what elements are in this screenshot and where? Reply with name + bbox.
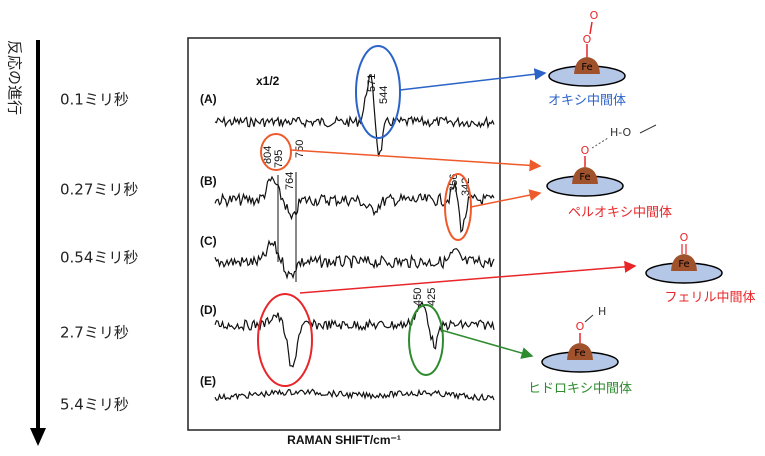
intermediate-label: フェリル中間体 <box>664 291 755 306</box>
peak-label: 571 <box>366 74 378 92</box>
highlight <box>260 133 292 171</box>
peak-label: 750 <box>294 140 306 158</box>
peak-label: 764 <box>284 172 296 190</box>
peak-label: 795 <box>273 150 285 168</box>
arrow <box>299 260 637 294</box>
spectrum-label: (A) <box>200 92 217 106</box>
spectra-frame <box>187 37 501 431</box>
peroxy-intermediate: Fe O H-O ペルオキシ中間体 <box>546 124 672 221</box>
spectrum-label: (C) <box>200 234 217 248</box>
time: 0.1ミリ秒 <box>60 91 129 109</box>
arrow <box>440 329 534 359</box>
peak-label: 425 <box>426 288 438 306</box>
peak-label: 450 <box>412 288 424 306</box>
atom: O <box>581 144 590 157</box>
scale-note: x1/2 <box>256 74 280 88</box>
atom: O <box>576 320 585 333</box>
time: 0.27ミリ秒 <box>60 181 138 199</box>
ferryl-intermediate: Fe O フェリル中間体 <box>645 231 756 306</box>
x-axis-label: RAMAN SHIFT/cm⁻¹ <box>287 433 401 447</box>
arrow-head <box>30 428 46 446</box>
arrow <box>290 149 542 172</box>
intermediate-label: ヒドロキシ中間体 <box>528 382 632 397</box>
intermediate-label: オキシ中間体 <box>548 94 626 109</box>
atom: H-O <box>610 126 632 139</box>
oxy-intermediate: Fe O O オキシ中間体 <box>548 9 626 109</box>
metal: Fe <box>581 62 592 73</box>
arrow <box>399 68 547 91</box>
highlight <box>408 304 444 376</box>
atom: O <box>590 9 599 22</box>
progress-label: 反応の進行 <box>6 40 24 115</box>
metal: Fe <box>574 348 585 359</box>
metal: Fe <box>678 259 689 270</box>
time: 5.4ミリ秒 <box>60 396 129 414</box>
spectra-traces <box>214 73 495 402</box>
intermediate-label: ペルオキシ中間体 <box>568 206 672 221</box>
atom: O <box>680 231 689 244</box>
atom: O <box>583 33 592 46</box>
spectrum-trace <box>214 239 495 280</box>
spectrum-trace <box>214 300 495 368</box>
time: 2.7ミリ秒 <box>60 324 129 342</box>
atom: H <box>598 305 606 318</box>
highlight <box>355 45 401 139</box>
metal: Fe <box>579 172 590 183</box>
peak-label: 544 <box>378 86 390 104</box>
spectrum-trace <box>214 73 495 157</box>
spectrum-label: (D) <box>200 303 217 317</box>
hydroxy-intermediate: Fe O H ヒドロキシ中間体 <box>528 305 632 397</box>
spectrum-label: (E) <box>200 374 216 388</box>
time: 0.54ミリ秒 <box>60 249 138 267</box>
spectrum-label: (B) <box>200 174 217 188</box>
peak-label: 804 <box>262 146 274 164</box>
highlight <box>257 293 313 387</box>
spectrum-trace <box>214 388 495 402</box>
spectrum-trace <box>214 175 495 234</box>
arrow <box>470 189 542 208</box>
